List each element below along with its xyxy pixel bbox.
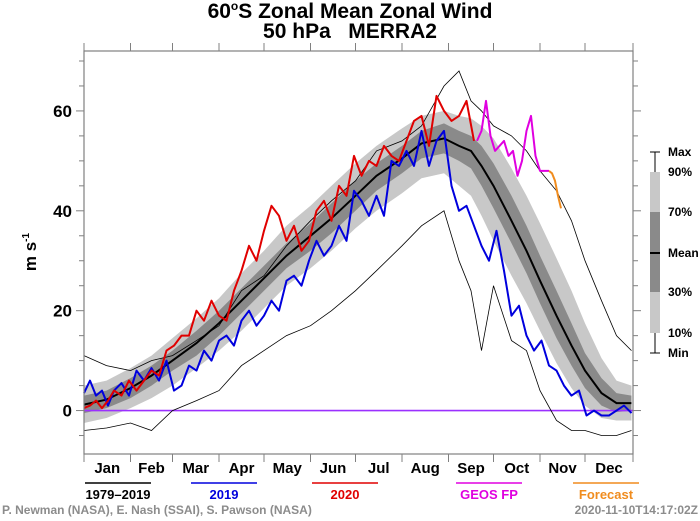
month-label: Apr [229,460,255,477]
x-ticks: Jan Feb Mar Apr May Jun Jul Aug Sep Oct Nov Dec [83,43,634,477]
key-label: 10% [668,326,692,340]
legend-label: 2020 [331,487,360,502]
min-line [83,210,632,436]
legend: 1979–2019 2019 2020 GEOS FP Forecast [85,482,639,502]
band-30-70 [84,123,632,414]
title-lat: 60 [208,0,231,23]
plot-border [83,50,634,455]
key-label: 90% [668,165,692,179]
month-label: Feb [138,460,165,477]
series-line-geos-fp [476,99,549,177]
timestamp: 2020-11-10T14:17:02Z [575,503,698,517]
month-label: Oct [504,460,529,477]
month-label: Sep [457,460,485,477]
key-label: 70% [668,205,692,219]
series-lines [83,70,633,436]
legend-label: Forecast [579,487,634,502]
y-tick-label: 60 [53,102,72,121]
legend-label: 1979–2019 [85,487,150,502]
legend-item: GEOS FP [456,482,522,502]
y-tick-label: 0 [63,402,72,421]
month-label: Jun [320,460,347,477]
month-label: May [273,460,303,477]
month-label: Aug [411,460,440,477]
y-tick-label: 40 [53,202,72,221]
series-line-forecast [548,170,562,209]
legend-label: 2019 [210,487,239,502]
y-ticks: 0 20 40 60 [53,60,641,437]
chart-subtitle: 50 hPa MERRA2 [263,20,437,43]
chart-title: 60oS Zonal Mean Zonal Wind [208,0,493,23]
key-label: 30% [668,285,692,299]
climatology-bands [84,110,632,424]
month-label: Jan [94,460,120,477]
credit-text: P. Newman (NASA), E. Nash (SSAI), S. Paw… [2,503,312,517]
plot-frame [83,50,634,455]
series-line-2020 [83,94,475,410]
key-label: Min [668,346,689,360]
month-label: Dec [595,460,623,477]
legend-item: 2020 [312,482,378,502]
title-rest: S Zonal Mean Zonal Wind [238,0,492,23]
title-degree: o [231,0,238,13]
month-label: Jul [368,460,390,477]
month-label: Mar [182,460,209,477]
legend-item: 2019 [191,482,257,502]
y-axis-label: m s-1 [21,232,40,271]
legend-label: GEOS FP [460,487,518,502]
legend-item: Forecast [573,482,639,502]
series-line-2019 [83,129,633,417]
legend-item: 1979–2019 [85,482,151,502]
key-label: Mean [668,246,699,260]
y-axis-label-text: m s [21,242,40,271]
band-10-90 [84,110,632,424]
percentile-key: Max 90% 70% Mean 30% 10% Min [650,145,699,360]
month-label: Nov [548,460,577,477]
y-tick-label: 20 [53,302,72,321]
key-label: Max [668,145,692,159]
mean-line [83,137,632,406]
y-axis-label-exponent: -1 [21,232,32,241]
